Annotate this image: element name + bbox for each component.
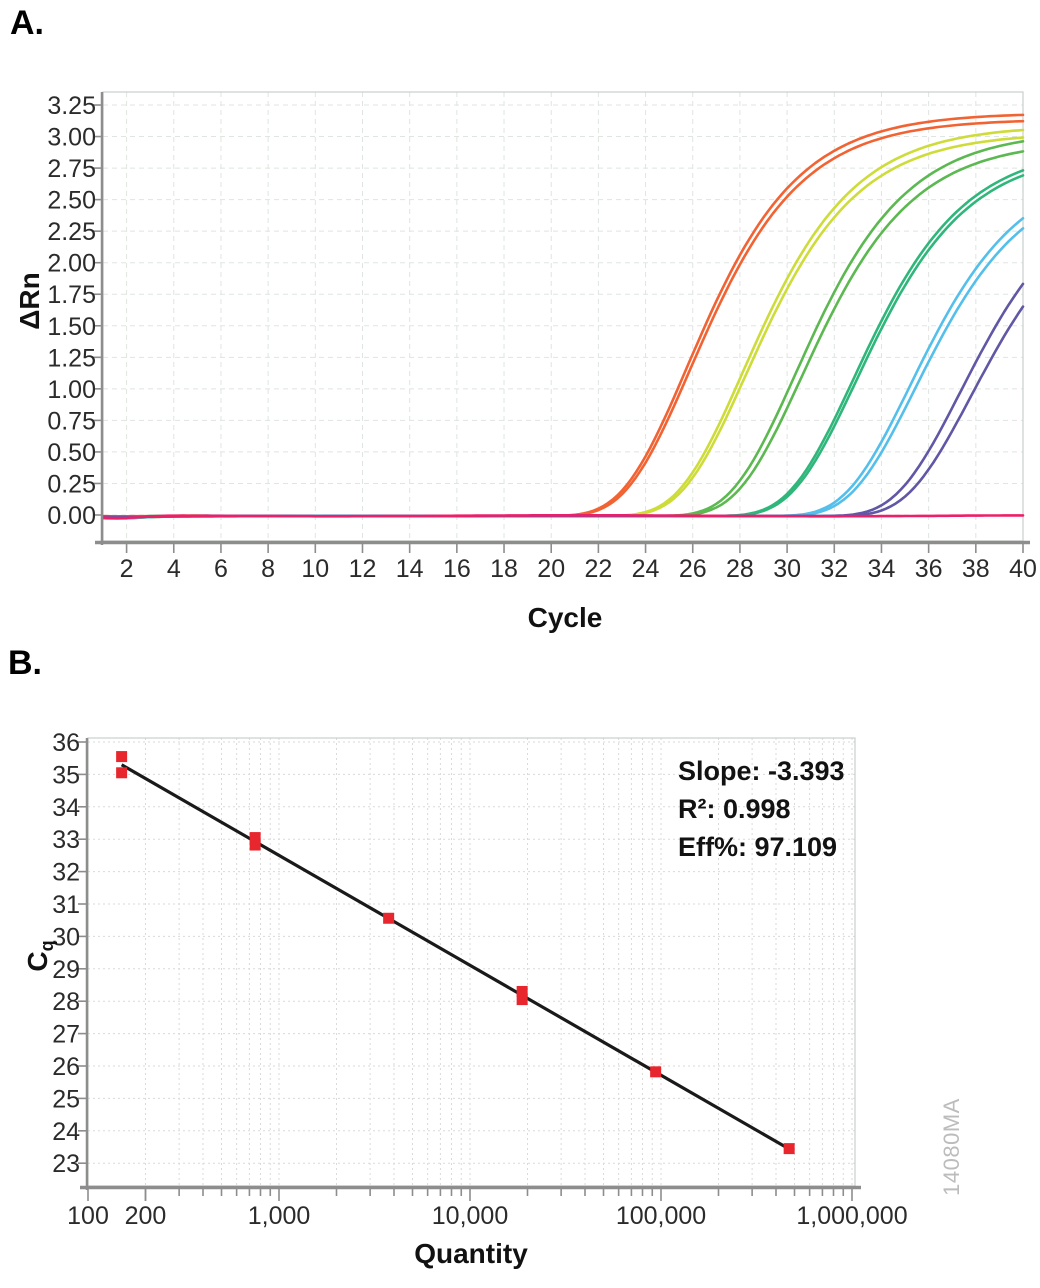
svg-text:1.50: 1.50	[47, 313, 96, 341]
svg-text:35: 35	[52, 761, 80, 789]
svg-text:24: 24	[632, 555, 660, 583]
cq-label-main: C	[22, 951, 53, 972]
svg-text:2.00: 2.00	[47, 250, 96, 278]
fit-statistics: Slope: -3.393 R²: 0.998 Eff%: 97.109	[678, 752, 845, 866]
svg-text:1.25: 1.25	[47, 344, 96, 372]
svg-text:33: 33	[52, 826, 80, 854]
efficiency-value: Eff%: 97.109	[678, 832, 838, 862]
svg-text:0.25: 0.25	[47, 470, 96, 498]
svg-text:1.75: 1.75	[47, 281, 96, 309]
svg-text:34: 34	[868, 555, 896, 583]
svg-text:3.25: 3.25	[47, 92, 96, 120]
cycle-axis-label: Cycle	[527, 602, 603, 633]
svg-text:28: 28	[52, 988, 80, 1016]
svg-text:2.25: 2.25	[47, 218, 96, 246]
svg-text:26: 26	[679, 555, 707, 583]
svg-text:14: 14	[396, 555, 424, 583]
svg-text:10: 10	[301, 555, 329, 583]
svg-text:30: 30	[773, 555, 801, 583]
svg-text:6: 6	[214, 555, 228, 583]
svg-text:0.75: 0.75	[47, 407, 96, 435]
watermark: 14080MA	[939, 1098, 964, 1196]
svg-text:1,000,000: 1,000,000	[796, 1202, 907, 1230]
svg-text:12: 12	[349, 555, 377, 583]
svg-text:29: 29	[52, 956, 80, 984]
svg-text:4: 4	[167, 555, 181, 583]
svg-text:18: 18	[490, 555, 518, 583]
panel-a-label: A.	[10, 4, 44, 42]
cq-axis-label: Cq	[22, 896, 58, 1016]
svg-text:31: 31	[52, 891, 80, 919]
r-squared-value: R²: 0.998	[678, 794, 791, 824]
svg-text:26: 26	[52, 1053, 80, 1081]
svg-text:0.50: 0.50	[47, 439, 96, 467]
svg-text:100: 100	[67, 1202, 109, 1230]
svg-text:0.00: 0.00	[47, 502, 96, 530]
svg-text:36: 36	[52, 729, 80, 757]
quantity-axis-label: Quantity	[414, 1238, 528, 1269]
svg-text:10,000: 10,000	[432, 1202, 508, 1230]
svg-text:28: 28	[726, 555, 754, 583]
svg-text:22: 22	[584, 555, 612, 583]
svg-text:25: 25	[52, 1085, 80, 1113]
svg-text:8: 8	[261, 555, 275, 583]
svg-text:32: 32	[820, 555, 848, 583]
svg-text:3.00: 3.00	[47, 124, 96, 152]
svg-text:40: 40	[1009, 555, 1037, 583]
svg-text:2.75: 2.75	[47, 155, 96, 183]
svg-text:34: 34	[52, 794, 80, 822]
svg-text:27: 27	[52, 1021, 80, 1049]
svg-text:36: 36	[915, 555, 943, 583]
svg-text:38: 38	[962, 555, 990, 583]
svg-text:32: 32	[52, 859, 80, 887]
svg-text:100,000: 100,000	[616, 1202, 706, 1230]
svg-text:2: 2	[120, 555, 134, 583]
svg-text:20: 20	[537, 555, 565, 583]
delta-rn-axis-label: ΔRn	[14, 272, 45, 330]
svg-text:23: 23	[52, 1150, 80, 1178]
panel-b-label: B.	[8, 644, 42, 682]
cq-label-subscript: q	[37, 940, 57, 952]
svg-text:200: 200	[125, 1202, 167, 1230]
svg-text:30: 30	[52, 923, 80, 951]
svg-text:1.00: 1.00	[47, 376, 96, 404]
svg-text:2.50: 2.50	[47, 187, 96, 215]
svg-text:16: 16	[443, 555, 471, 583]
svg-text:1,000: 1,000	[248, 1202, 311, 1230]
svg-text:24: 24	[52, 1118, 80, 1146]
slope-value: Slope: -3.393	[678, 756, 845, 786]
